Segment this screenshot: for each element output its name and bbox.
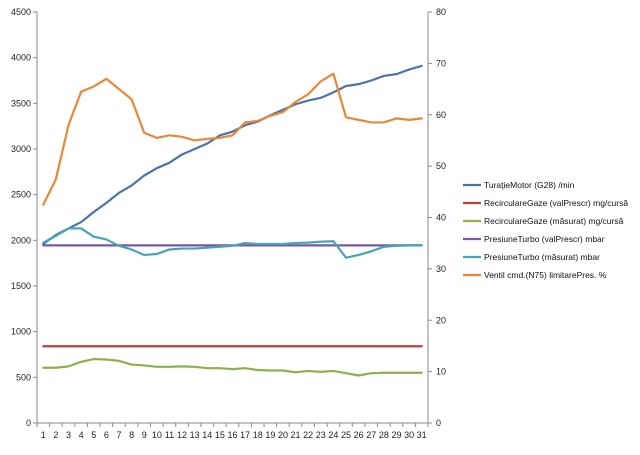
x-tick-label: 17: [240, 430, 250, 440]
x-tick-label: 28: [379, 430, 389, 440]
x-tick-label: 7: [116, 430, 121, 440]
series-line-5: [42, 227, 423, 259]
left-tick-label: 4000: [11, 53, 31, 63]
x-tick-label: 21: [291, 430, 301, 440]
x-tick-label: 20: [278, 430, 288, 440]
right-y-axis: 0 10 20 30 40 50 60 70 80: [428, 7, 446, 428]
right-tick-label: 60: [436, 110, 446, 120]
x-tick-label: 29: [391, 430, 401, 440]
x-tick-label: 4: [79, 430, 84, 440]
legend-label: PresiuneTurbo (valPrescr) mbar: [484, 234, 605, 244]
x-tick-label: 12: [177, 430, 187, 440]
x-tick-label: 2: [53, 430, 58, 440]
right-tick-label: 80: [436, 7, 446, 17]
left-tick-label: 500: [16, 372, 31, 382]
x-tick-label: 6: [104, 430, 109, 440]
x-tick-label: 19: [265, 430, 275, 440]
left-tick-label: 3000: [11, 144, 31, 154]
x-tick-label: 16: [227, 430, 237, 440]
x-tick-label: 22: [303, 430, 313, 440]
right-tick-label: 10: [436, 367, 446, 377]
left-y-axis: 0 500 1000 1500 2000 2500 3000 3500 4000 4500: [11, 7, 37, 428]
legend-label: PresiuneTurbo (măsurat) mbar: [484, 252, 600, 262]
series-line-1: [42, 64, 423, 246]
left-tick-label: 4500: [11, 7, 31, 17]
x-tick-label: 18: [253, 430, 263, 440]
x-tick-label: 25: [341, 430, 351, 440]
x-tick-label: 26: [354, 430, 364, 440]
x-tick-label: 24: [328, 430, 338, 440]
legend-label: Ventil cmd.(N75) limitarePres. %: [484, 270, 607, 280]
legend: TuraţieMotor (G28) /min RecirculareGaze (…: [463, 180, 628, 280]
left-tick-label: 2000: [11, 235, 31, 245]
x-tick-label: 3: [66, 430, 71, 440]
legend-label: TuraţieMotor (G28) /min: [484, 180, 575, 190]
x-tick-label: 8: [129, 430, 134, 440]
legend-label: RecirculareGaze (măsurat) mg/cursă: [484, 216, 624, 226]
left-tick-label: 1500: [11, 281, 31, 291]
x-tick-label: 13: [190, 430, 200, 440]
x-tick-label: 15: [215, 430, 225, 440]
left-tick-label: 0: [26, 418, 31, 428]
right-tick-label: 50: [436, 161, 446, 171]
x-tick-label: 5: [91, 430, 96, 440]
x-tick-label: 14: [202, 430, 212, 440]
x-tick-label: 23: [316, 430, 326, 440]
x-tick-label: 9: [142, 430, 147, 440]
right-tick-label: 30: [436, 264, 446, 274]
x-tick-label: 1: [41, 430, 46, 440]
left-tick-label: 1000: [11, 327, 31, 337]
x-tick-label: 27: [366, 430, 376, 440]
series-line-3: [42, 357, 423, 377]
x-axis: 1 2 3 4 5 6 7 8 9 10 11 12 13 14 15 16 17 18 19 20 21 22 23 24 2…: [36, 423, 429, 440]
series-line-6: [42, 72, 423, 206]
left-tick-label: 3500: [11, 98, 31, 108]
series-layer: [42, 64, 423, 377]
x-tick-label: 31: [417, 430, 427, 440]
x-tick-label: 10: [152, 430, 162, 440]
right-tick-label: 40: [436, 213, 446, 223]
right-tick-label: 0: [436, 418, 441, 428]
left-tick-label: 2500: [11, 190, 31, 200]
right-tick-label: 70: [436, 58, 446, 68]
right-tick-label: 20: [436, 315, 446, 325]
legend-label: RecirculareGaze (valPrescr) mg/cursă: [484, 198, 628, 208]
plot-area: [36, 12, 429, 424]
x-tick-label: 30: [404, 430, 414, 440]
x-tick-label: 11: [165, 430, 174, 440]
